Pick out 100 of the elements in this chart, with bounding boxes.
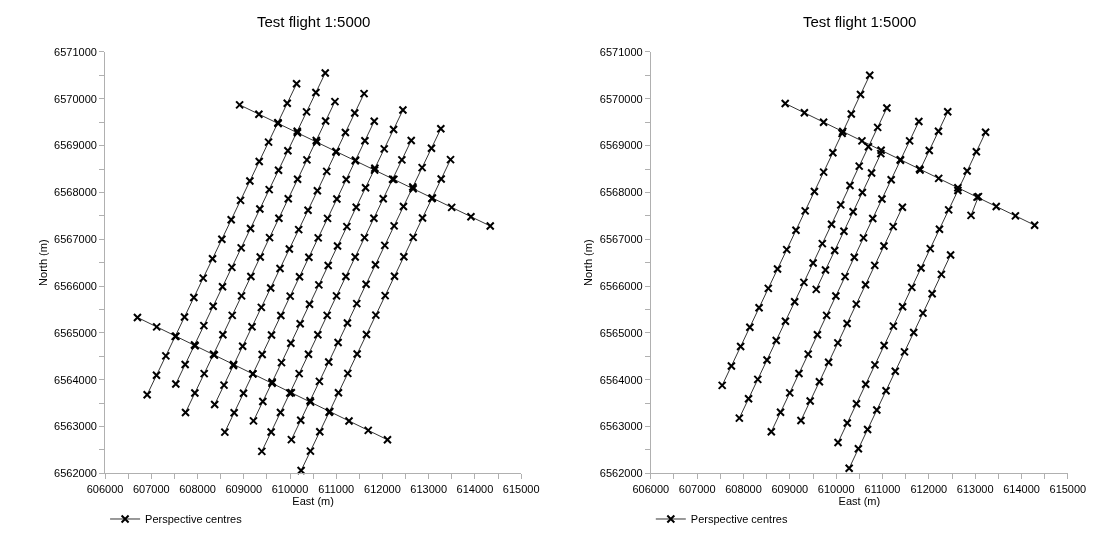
- point: [861, 379, 871, 389]
- point: [275, 407, 285, 417]
- point: [446, 155, 456, 165]
- point: [294, 225, 304, 235]
- point: [363, 425, 373, 435]
- point: [936, 269, 946, 279]
- point: [333, 241, 343, 251]
- point: [819, 167, 829, 177]
- point: [238, 341, 248, 351]
- point: [877, 194, 887, 204]
- point: [886, 175, 896, 185]
- point: [946, 250, 956, 260]
- point: [882, 103, 892, 113]
- point: [398, 201, 408, 211]
- y-tick-label: 6565000: [54, 326, 97, 339]
- x-tick-label: 611000: [318, 482, 355, 495]
- y-tick-label: 6563000: [599, 420, 643, 433]
- y-tick-label: 6564000: [54, 373, 97, 386]
- point: [842, 319, 852, 329]
- point: [1030, 220, 1040, 230]
- point: [351, 202, 361, 212]
- point: [360, 136, 370, 146]
- point: [971, 147, 981, 157]
- point: [312, 186, 322, 196]
- point: [227, 310, 237, 320]
- point: [226, 215, 236, 225]
- point: [295, 319, 305, 329]
- y-tick-label: 6571000: [599, 45, 643, 58]
- point: [236, 243, 246, 253]
- y-tick-label: 6570000: [599, 92, 643, 105]
- x-tick-label: 613000: [410, 482, 448, 495]
- point: [293, 174, 303, 184]
- point: [812, 330, 822, 340]
- point: [745, 322, 755, 332]
- point: [265, 233, 275, 243]
- point: [809, 186, 819, 196]
- point: [744, 394, 754, 404]
- point: [220, 427, 230, 437]
- point: [962, 166, 972, 176]
- point: [851, 399, 861, 409]
- point: [918, 308, 928, 318]
- point: [292, 79, 302, 89]
- point: [924, 146, 934, 156]
- point: [782, 245, 792, 255]
- point: [350, 108, 360, 118]
- point: [286, 435, 296, 445]
- point: [323, 213, 333, 223]
- point: [820, 265, 830, 275]
- point: [254, 157, 264, 167]
- point: [736, 342, 746, 352]
- y-tick-label: 6569000: [54, 139, 97, 152]
- point: [436, 174, 446, 184]
- point: [190, 388, 200, 398]
- chart-title: Test flight 1:5000: [803, 13, 917, 30]
- point: [845, 180, 855, 190]
- point: [854, 161, 864, 171]
- chart-title: Test flight 1:5000: [257, 13, 371, 30]
- x-tick-label: 614000: [1003, 482, 1040, 495]
- point: [302, 107, 312, 117]
- point: [426, 143, 436, 153]
- point: [132, 312, 142, 322]
- point: [1010, 211, 1020, 221]
- point: [210, 400, 220, 410]
- point: [264, 185, 274, 195]
- point: [861, 280, 871, 290]
- point: [152, 322, 162, 332]
- point: [199, 369, 209, 379]
- point: [277, 358, 287, 368]
- y-tick-label: 6569000: [599, 139, 643, 152]
- point: [257, 446, 267, 456]
- point: [380, 291, 390, 301]
- point: [274, 165, 284, 175]
- point: [350, 252, 360, 262]
- point: [343, 368, 353, 378]
- point: [341, 175, 351, 185]
- point: [369, 116, 379, 126]
- point: [248, 416, 258, 426]
- point: [819, 117, 829, 127]
- point: [330, 97, 340, 107]
- point: [925, 244, 935, 254]
- point: [371, 310, 381, 320]
- point: [803, 349, 813, 359]
- point: [198, 273, 208, 283]
- point: [833, 437, 843, 447]
- point: [406, 135, 416, 145]
- point: [447, 202, 457, 212]
- point: [208, 301, 218, 311]
- point: [876, 149, 886, 159]
- point: [389, 124, 399, 134]
- point: [991, 201, 1001, 211]
- point: [734, 413, 744, 423]
- point: [304, 349, 314, 359]
- point: [229, 408, 239, 418]
- x-tick-label: 610000: [817, 482, 855, 495]
- point: [382, 435, 392, 445]
- point: [369, 213, 379, 223]
- x-tick-label: 609000: [771, 482, 809, 495]
- point: [324, 357, 334, 367]
- point: [881, 386, 891, 396]
- point: [771, 336, 781, 346]
